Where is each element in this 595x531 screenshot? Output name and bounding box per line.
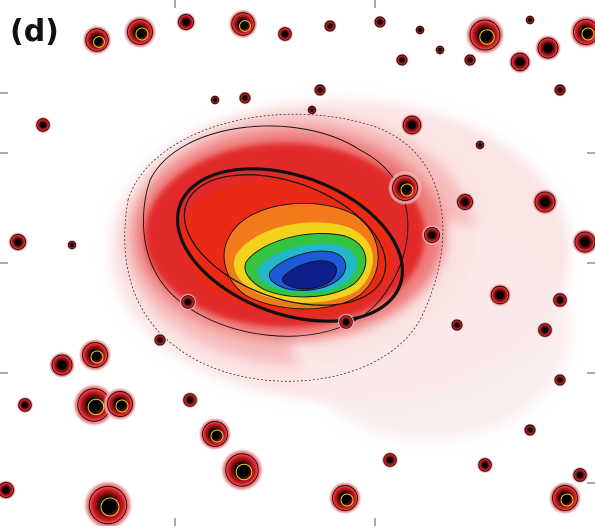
star-core [462,199,469,206]
star-core [528,18,531,21]
star-core [15,239,22,246]
star-core [70,243,73,246]
star-core [58,361,67,370]
star-core [183,19,190,26]
star-core [544,44,553,53]
star-core [418,28,421,31]
star-core [438,48,441,51]
star-core [400,58,404,62]
star-core [429,232,436,239]
star-core [282,31,288,37]
star-core [581,238,590,247]
star-core [343,319,349,325]
star-core [328,24,332,28]
star-core [541,198,550,207]
star-core [185,299,191,305]
star-core [468,58,472,62]
star-core [243,96,247,100]
star-core [516,58,524,66]
star-core [318,88,322,92]
star-core [22,402,28,408]
star-core [558,88,562,92]
star-core [213,98,216,101]
star-core [577,472,583,478]
star-core [408,121,416,129]
star-core [40,122,46,128]
star-core [158,338,162,342]
star-core [557,297,563,303]
star-core [378,20,382,24]
star-core [455,323,459,327]
star-core [558,378,562,382]
star-core [187,397,193,403]
star-core [542,327,548,333]
star-core [528,428,532,432]
star-core [387,457,393,463]
star-core [478,143,481,146]
star-core [496,291,504,299]
star-core [482,462,488,468]
star-core [3,487,10,494]
star-core [310,108,313,111]
panel-label: (d) [10,14,59,49]
